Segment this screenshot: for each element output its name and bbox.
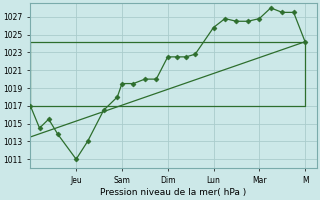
X-axis label: Pression niveau de la mer( hPa ): Pression niveau de la mer( hPa ) [100, 188, 247, 197]
